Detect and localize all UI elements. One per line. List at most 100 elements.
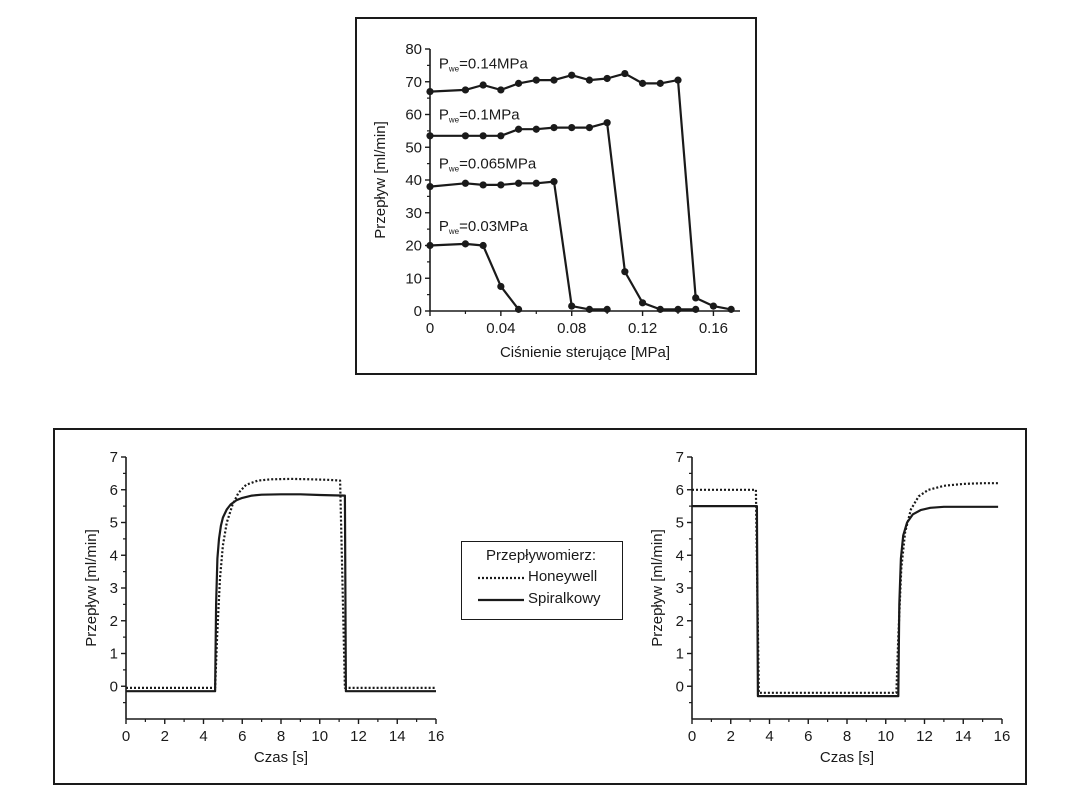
data-point	[497, 181, 505, 189]
x-tick-label: 6	[804, 728, 812, 745]
data-point	[532, 179, 540, 187]
x-tick-label: 2	[161, 728, 169, 745]
data-point	[692, 294, 700, 302]
x-tick-label: 10	[877, 728, 894, 745]
data-point	[550, 124, 558, 132]
series-line-2	[692, 505, 999, 698]
x-tick-label: 12	[350, 728, 367, 745]
x-tick-label: 6	[238, 728, 246, 745]
y-tick-label: 80	[405, 41, 422, 58]
y-tick-label: 7	[110, 449, 118, 466]
solid-line-swatch	[478, 598, 524, 602]
data-point	[585, 76, 594, 84]
x-tick-label: 0.08	[557, 320, 586, 337]
y-tick-label: 4	[676, 547, 684, 564]
series-line-2	[430, 121, 696, 311]
x-tick-label: 0	[688, 728, 696, 745]
data-point	[514, 79, 523, 87]
chart-1: 0 10 20 30 40 50 60 70 80 0 0.04 0.08 0.12 0.16 Ciśnie…	[372, 41, 740, 361]
y-tick-label: 70	[405, 74, 422, 91]
data-point	[461, 240, 470, 248]
data-point	[727, 305, 735, 313]
data-point	[479, 181, 487, 189]
y-tick-label: 3	[110, 580, 118, 597]
y-tick-label: 0	[110, 678, 118, 695]
x-tick-label: 16	[428, 728, 445, 745]
data-point	[603, 305, 611, 313]
x-tick-label: 0	[426, 320, 434, 337]
x-axis-label: Czas [s]	[820, 749, 874, 766]
y-tick-label: 30	[405, 205, 422, 222]
data-point	[479, 132, 487, 140]
y-tick-label: 0	[414, 303, 422, 320]
series-label: Pwe=0.14MPa	[439, 56, 529, 74]
y-tick-label: 6	[676, 482, 684, 499]
data-point	[656, 305, 664, 313]
x-tick-label: 0.04	[486, 320, 515, 337]
data-point	[461, 86, 470, 94]
series-label: Pwe=0.065MPa	[439, 156, 537, 174]
y-tick-label: 50	[405, 139, 422, 156]
y-tick-label: 10	[405, 270, 422, 287]
series-line-3	[429, 180, 608, 311]
data-point	[497, 132, 505, 140]
data-point	[585, 305, 594, 313]
y-tick-label: 0	[676, 678, 684, 695]
data-point	[692, 305, 700, 313]
data-point	[461, 132, 470, 140]
x-tick-label: 12	[916, 728, 933, 745]
data-point	[514, 305, 523, 313]
data-point	[568, 302, 576, 310]
y-tick-label: 60	[405, 107, 422, 124]
x-tick-label: 0.16	[699, 320, 728, 337]
y-tick-label: 2	[676, 613, 684, 630]
data-point	[497, 86, 505, 94]
data-point	[550, 76, 558, 84]
data-point	[426, 182, 434, 191]
x-tick-label: 14	[955, 728, 972, 745]
series-label: Pwe=0.1MPa	[439, 106, 520, 124]
y-tick-label: 1	[110, 646, 118, 663]
series-line-4	[429, 242, 520, 311]
y-tick-label: 7	[676, 449, 684, 466]
x-tick-label: 16	[994, 728, 1011, 745]
x-tick-label: 0.12	[628, 320, 657, 337]
data-point	[479, 241, 487, 250]
y-tick-label: 2	[110, 613, 118, 630]
y-tick-label: 40	[405, 172, 422, 189]
data-point	[603, 119, 611, 127]
data-point	[621, 268, 629, 276]
data-point	[568, 71, 576, 79]
x-tick-label: 0	[122, 728, 130, 745]
legend-item-label: Honeywell	[528, 568, 598, 585]
data-point	[674, 76, 682, 84]
y-tick-label: 3	[676, 580, 684, 597]
data-point	[497, 282, 505, 291]
data-point	[426, 241, 434, 250]
data-point	[461, 179, 470, 187]
x-tick-label: 4	[765, 728, 773, 745]
y-axis-label: Przepływ [ml/min]	[372, 121, 389, 239]
data-point	[514, 125, 523, 133]
data-point	[585, 124, 594, 132]
series-line-2	[126, 493, 436, 693]
x-tick-label: 8	[277, 728, 285, 745]
series-label: Pwe=0.03MPa	[439, 218, 529, 236]
data-point	[550, 178, 558, 186]
data-point	[426, 132, 434, 140]
data-point	[532, 125, 540, 133]
x-tick-label: 2	[727, 728, 735, 745]
legend-item-label: Spiralkowy	[528, 590, 601, 607]
y-axis-label: Przepływ [ml/min]	[649, 529, 666, 647]
data-point	[532, 76, 540, 84]
data-point	[568, 124, 576, 132]
legend: Przepływomierz: Honeywell Spiralkowy	[461, 541, 623, 620]
y-tick-label: 20	[405, 238, 422, 255]
x-tick-label: 4	[199, 728, 207, 745]
data-point	[638, 79, 647, 87]
data-point	[621, 69, 629, 78]
x-tick-label: 8	[843, 728, 851, 745]
